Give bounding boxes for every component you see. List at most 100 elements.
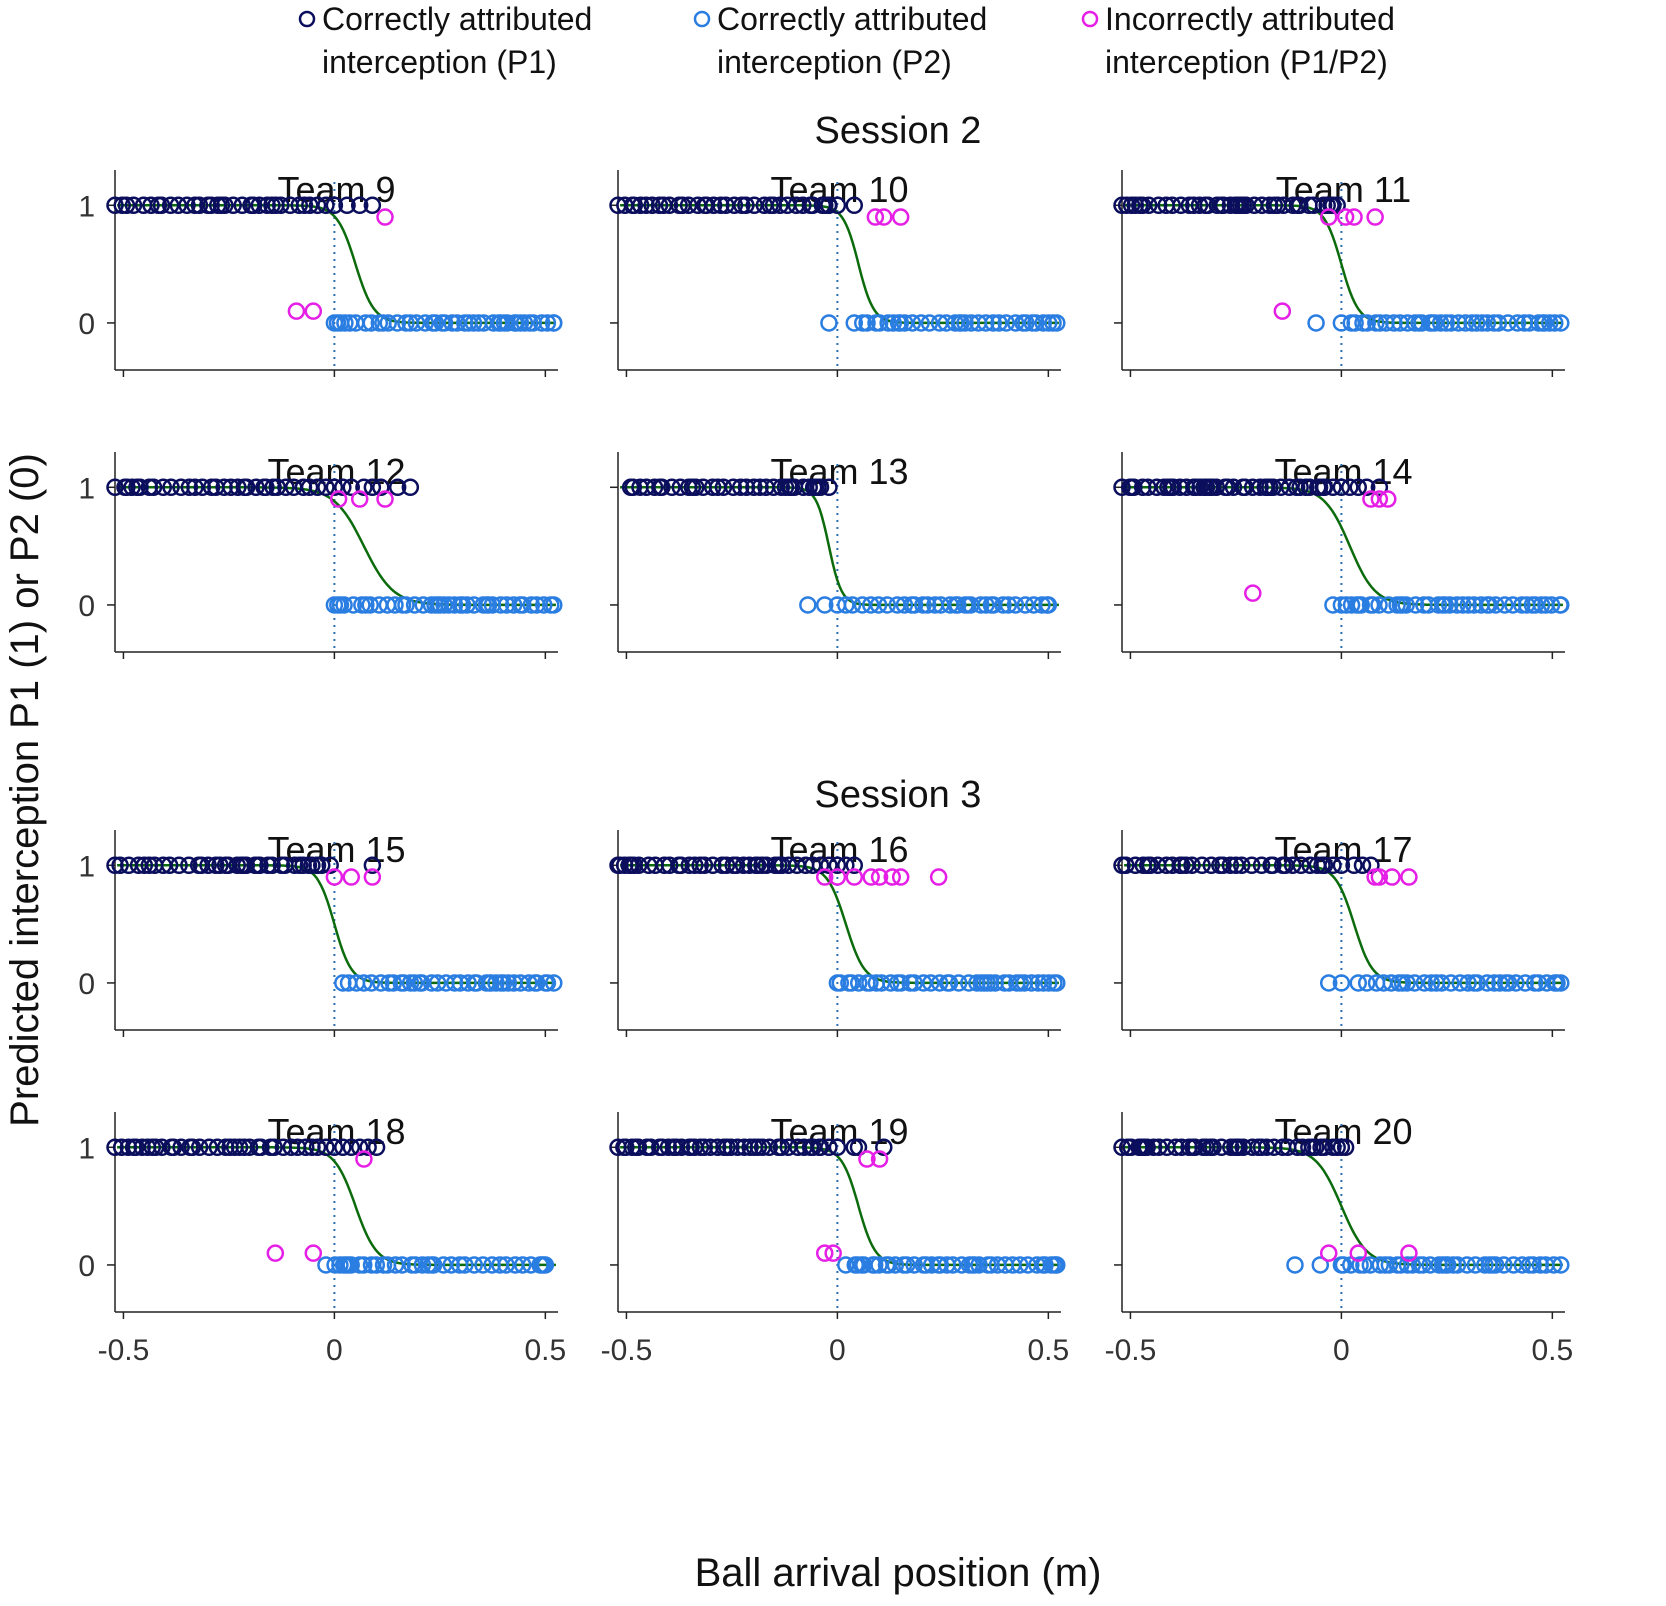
point-p2 xyxy=(1542,596,1561,614)
point-p1 xyxy=(321,856,339,875)
point-p2 xyxy=(930,974,949,992)
point-p2 xyxy=(1478,314,1497,332)
point-p1 xyxy=(247,478,265,497)
point-incorrect xyxy=(1400,868,1418,886)
point-p2 xyxy=(498,314,517,332)
point-p1 xyxy=(717,856,736,875)
point-p1 xyxy=(625,196,644,215)
point-p1 xyxy=(631,196,650,215)
point-p2 xyxy=(428,974,447,992)
point-p1 xyxy=(745,478,763,497)
y-tick-label: 0 xyxy=(78,1250,95,1283)
point-p2 xyxy=(342,1256,360,1274)
point-p1 xyxy=(1324,478,1342,497)
point-p1 xyxy=(637,196,655,215)
point-p2 xyxy=(918,596,937,614)
point-p2 xyxy=(1039,596,1058,614)
point-p1 xyxy=(731,478,750,497)
point-p2 xyxy=(815,596,834,614)
point-p1 xyxy=(372,478,390,497)
point-p2 xyxy=(1040,974,1058,992)
point-p1 xyxy=(1221,856,1240,875)
x-tick-label: -0.5 xyxy=(1105,1334,1157,1367)
point-p2 xyxy=(1437,314,1455,332)
point-p2 xyxy=(458,596,476,614)
point-p1 xyxy=(1280,478,1299,497)
logistic-fit-curve xyxy=(117,864,556,985)
point-p1 xyxy=(624,478,643,497)
point-incorrect xyxy=(304,1244,323,1262)
point-p1 xyxy=(211,856,229,875)
point-p2 xyxy=(1370,596,1388,614)
session-title-2: Session 2 xyxy=(815,110,982,152)
y-tick-label: 0 xyxy=(78,590,95,623)
point-p1 xyxy=(183,1138,202,1157)
point-p2 xyxy=(405,596,424,614)
point-p2 xyxy=(459,974,477,992)
point-incorrect xyxy=(883,868,901,886)
point-p2 xyxy=(849,974,868,992)
point-p2 xyxy=(1448,1256,1467,1274)
point-p2 xyxy=(443,314,461,332)
panel-team-20: Team 20-0.5 0 0.5 xyxy=(1105,1111,1574,1367)
point-p1 xyxy=(258,196,276,215)
point-p2 xyxy=(1324,596,1342,614)
point-p2 xyxy=(1432,974,1451,992)
point-p1 xyxy=(252,1138,270,1157)
point-p2 xyxy=(1006,314,1025,332)
point-p1 xyxy=(1144,1138,1163,1157)
point-p1 xyxy=(687,478,705,497)
point-p2 xyxy=(886,1256,905,1274)
point-p2 xyxy=(903,314,922,332)
point-p2 xyxy=(445,974,464,992)
panel-team-18: Team 18-0.5 0 0.501 xyxy=(78,1111,566,1367)
point-p2 xyxy=(878,596,897,614)
point-p1 xyxy=(704,196,723,215)
point-p1 xyxy=(1252,1138,1271,1157)
point-p2 xyxy=(424,1256,443,1274)
logistic-fit-curve xyxy=(117,486,556,607)
point-p1 xyxy=(325,478,344,497)
panel-team-10: Team 10 xyxy=(609,169,1066,377)
legend-label-p2-line1: Correctly attributed xyxy=(717,1,987,37)
point-p2 xyxy=(882,974,900,992)
point-p1 xyxy=(725,196,744,215)
point-p2 xyxy=(1346,314,1364,332)
point-p1 xyxy=(1341,478,1359,497)
point-p1 xyxy=(123,478,141,497)
point-p1 xyxy=(828,856,847,875)
point-p1 xyxy=(1172,196,1190,215)
point-p2 xyxy=(931,1256,950,1274)
point-p2 xyxy=(1286,1256,1304,1274)
point-p1 xyxy=(811,856,830,875)
point-p1 xyxy=(704,856,722,875)
x-tick-label: -0.5 xyxy=(601,1334,653,1367)
point-p2 xyxy=(965,1256,984,1274)
point-p1 xyxy=(660,196,679,215)
point-p2 xyxy=(869,596,888,614)
point-p1 xyxy=(193,478,212,497)
point-incorrect xyxy=(1383,868,1401,886)
point-p1 xyxy=(350,196,369,215)
point-p1 xyxy=(1293,1138,1312,1157)
point-p1 xyxy=(1190,196,1209,215)
point-incorrect xyxy=(891,868,910,886)
point-p2 xyxy=(896,314,914,332)
point-p1 xyxy=(820,1138,838,1157)
point-p2 xyxy=(1499,974,1518,992)
legend-entry-wrong: Incorrectly attributed interception (P1/P… xyxy=(1081,1,1395,80)
point-p1 xyxy=(1304,196,1323,215)
point-p2 xyxy=(536,1256,555,1274)
legend-label-wrong-line2: interception (P1/P2) xyxy=(1105,44,1388,80)
point-p1 xyxy=(359,1138,377,1157)
point-p2 xyxy=(335,596,353,614)
point-incorrect xyxy=(363,868,382,886)
point-p1 xyxy=(142,196,160,215)
point-p1 xyxy=(820,196,838,215)
point-p1 xyxy=(1332,478,1351,497)
point-p1 xyxy=(186,478,204,497)
point-p2 xyxy=(362,974,381,992)
point-incorrect xyxy=(1349,1244,1368,1262)
point-p1 xyxy=(629,856,648,875)
point-p1 xyxy=(772,1138,791,1157)
